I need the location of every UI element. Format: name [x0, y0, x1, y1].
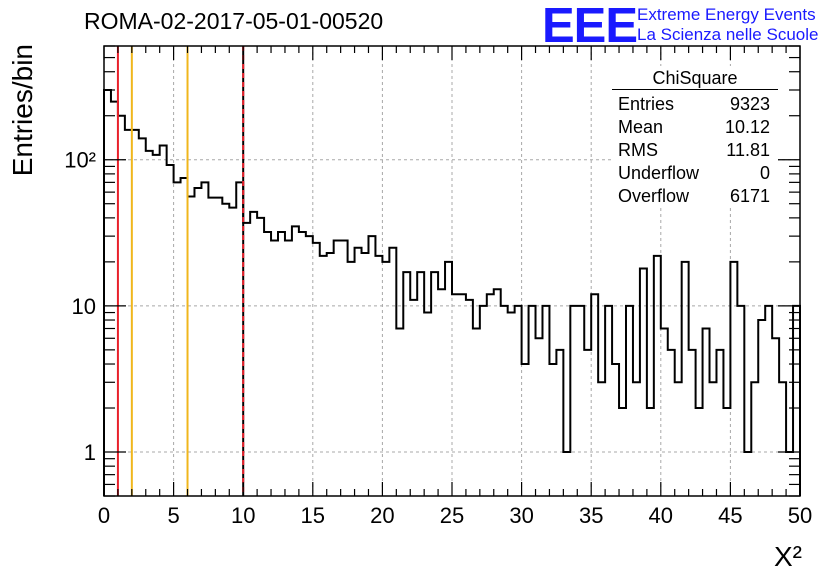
x-tick-label: 50 [788, 503, 812, 528]
x-tick-label: 35 [579, 503, 603, 528]
stats-title: ChiSquare [652, 68, 738, 88]
x-tick-label: 10 [231, 503, 255, 528]
stats-value: 10.12 [724, 117, 770, 137]
x-tick-label: 5 [167, 503, 179, 528]
y-axis-label: Entries/bin [7, 44, 38, 176]
stats-label: Entries [618, 94, 675, 114]
stats-value: 0 [759, 163, 770, 183]
logo-line-1: Extreme Energy Events [637, 5, 816, 24]
x-tick-label: 40 [649, 503, 673, 528]
stats-row-rms: RMS 11.81 [618, 140, 770, 162]
x-axis-label: X² [774, 541, 802, 572]
y-tick-label: 1 [84, 440, 96, 465]
y-tick-label: 10 [72, 294, 96, 319]
x-tick-label: 0 [98, 503, 110, 528]
stats-row-mean: Mean 10.12 [618, 117, 770, 139]
stats-row-overflow: Overflow 6171 [618, 186, 770, 208]
stats-label: Overflow [618, 186, 690, 206]
stats-divider [612, 89, 778, 90]
histogram-series [103, 88, 801, 496]
stats-value: 6171 [729, 186, 770, 206]
stats-value: 11.81 [726, 140, 770, 160]
logo-line-2: La Scienza nelle Scuole [637, 25, 819, 44]
x-tick-label: 20 [370, 503, 394, 528]
chart-title: ROMA-02-2017-05-01-00520 [84, 8, 384, 34]
stats-row-underflow: Underflow 0 [618, 163, 770, 185]
x-tick-label: 45 [718, 503, 742, 528]
x-tick-label: 15 [301, 503, 325, 528]
x-tick-label: 30 [509, 503, 533, 528]
stats-label: Underflow [618, 163, 700, 183]
stats-label: Mean [618, 117, 664, 137]
y-tick-label: 10² [64, 148, 96, 173]
stats-box: ChiSquare Entries 9323 Mean 10.12 RMS 11… [612, 66, 778, 206]
x-tick-label: 25 [440, 503, 464, 528]
stats-row-entries: Entries 9323 [618, 94, 770, 116]
stats-value: 9323 [729, 94, 770, 114]
stats-label: RMS [618, 140, 658, 160]
eee-logo: EEE [542, 0, 638, 53]
